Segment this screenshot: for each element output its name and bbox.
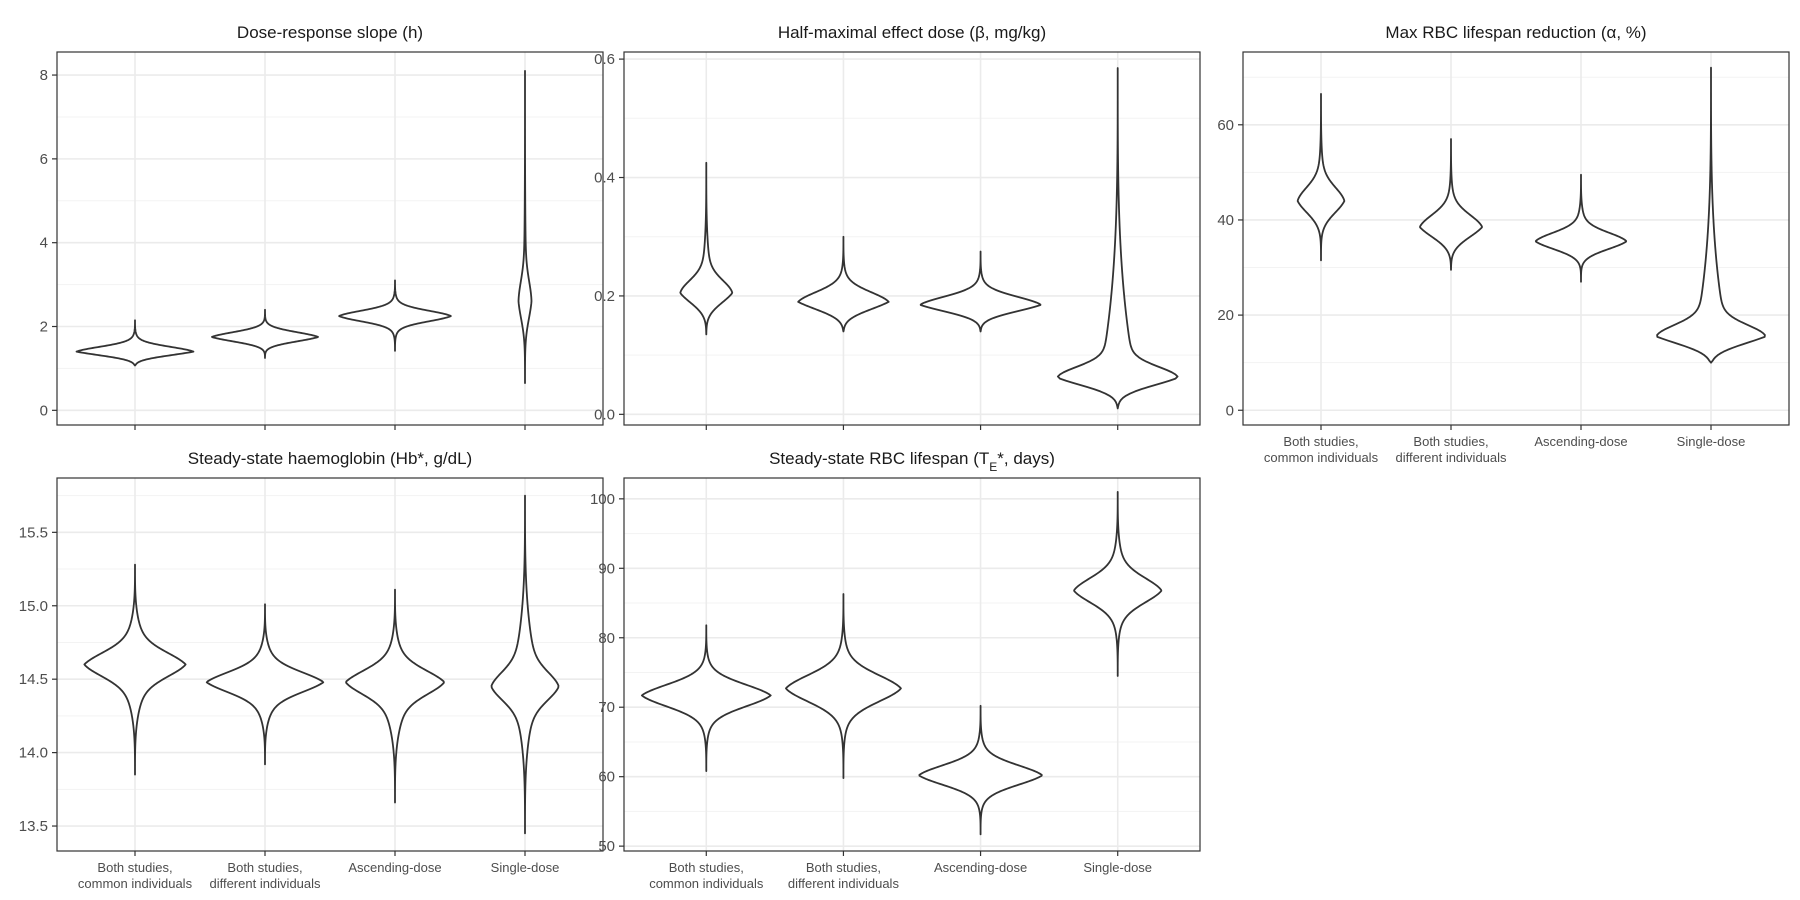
violin-2 xyxy=(797,235,890,333)
y-tick-label: 20 xyxy=(1217,307,1234,324)
violin-2 xyxy=(785,593,902,779)
panel-title: Max RBC lifespan reduction (α, %) xyxy=(1385,23,1646,42)
panel-4: 13.5 14.0 14.5 15.0 15.5 Both studies, common … xyxy=(19,449,604,891)
x-tick-label: Both studies, common individuals xyxy=(78,860,193,891)
y-tick-label: 14.5 xyxy=(19,671,48,688)
violin-1 xyxy=(75,319,195,367)
violin-3 xyxy=(1534,173,1628,283)
violin-2 xyxy=(205,603,325,766)
panel-background xyxy=(57,52,603,425)
panel-border xyxy=(623,51,1201,426)
x-tick-label: Single-dose xyxy=(1677,434,1746,449)
y-tick-label: 15.0 xyxy=(19,598,48,615)
y-tick-label: 70 xyxy=(598,699,615,716)
y-tick-label: 0.6 xyxy=(594,51,615,68)
y-tick-label: 2 xyxy=(40,319,48,336)
x-tick-label: Both studies, different individuals xyxy=(209,860,321,891)
panel-title: Half-maximal effect dose (β, mg/kg) xyxy=(778,23,1046,42)
x-tick-label: Single-dose xyxy=(491,860,560,875)
violin-4 xyxy=(1073,490,1163,677)
x-tick-label: Ascending-dose xyxy=(348,860,441,875)
x-tick-label: Both studies, common individuals xyxy=(649,860,764,891)
panel-2: 0.0 0.2 0.4 0.6 Half-maximal effect dose (β,… xyxy=(594,23,1201,430)
panel-border xyxy=(56,51,604,426)
y-tick-label: 4 xyxy=(40,235,48,252)
y-tick-label: 100 xyxy=(590,491,615,508)
y-tick-label: 0 xyxy=(40,402,48,419)
y-tick-label: 80 xyxy=(598,630,615,647)
y-tick-label: 60 xyxy=(1217,117,1234,134)
panel-title: Steady-state haemoglobin (Hb*, g/dL) xyxy=(188,449,472,468)
x-tick-label: Both studies, different individuals xyxy=(1395,434,1507,465)
y-tick-label: 0.2 xyxy=(594,288,615,305)
y-tick-label: 50 xyxy=(598,838,615,855)
violin-1 xyxy=(83,563,187,776)
y-tick-label: 0.4 xyxy=(594,170,615,187)
violin-3 xyxy=(338,279,452,352)
violin-4 xyxy=(490,494,560,835)
panel-1: 0 2 4 6 8 Dose-response slope (h) xyxy=(40,23,604,430)
panel-border xyxy=(623,477,1201,852)
panel-5: 50 60 70 80 90 100 Both studies, common individ… xyxy=(590,449,1201,891)
panel-title: Dose-response slope (h) xyxy=(237,23,423,42)
panel-background xyxy=(624,478,1200,851)
violin-4 xyxy=(1056,67,1179,410)
violin-1 xyxy=(1296,92,1346,262)
x-tick-label: Ascending-dose xyxy=(1534,434,1627,449)
violin-1 xyxy=(679,161,734,336)
x-tick-label: Ascending-dose xyxy=(934,860,1027,875)
violin-2 xyxy=(211,308,319,359)
panel-border xyxy=(1242,51,1790,426)
violin-3 xyxy=(345,588,445,804)
panel-title: Steady-state RBC lifespan (TE*, days) xyxy=(769,449,1055,474)
panel-border xyxy=(56,477,604,852)
y-tick-label: 40 xyxy=(1217,212,1234,229)
x-tick-label: Single-dose xyxy=(1083,860,1152,875)
violin-4 xyxy=(517,69,533,384)
y-tick-label: 6 xyxy=(40,151,48,168)
y-tick-label: 13.5 xyxy=(19,818,48,835)
violin-3 xyxy=(919,250,1042,333)
panel-3: 0 20 40 60 Both studies, common individuals Bo… xyxy=(1217,23,1790,465)
violin-3 xyxy=(918,704,1043,836)
x-tick-label: Both studies, different individuals xyxy=(788,860,900,891)
y-tick-label: 60 xyxy=(598,769,615,786)
violin-4 xyxy=(1656,66,1766,364)
x-tick-label: Both studies, common individuals xyxy=(1264,434,1379,465)
y-tick-label: 0.0 xyxy=(594,406,615,423)
violin-2 xyxy=(1419,138,1483,271)
y-tick-label: 90 xyxy=(598,560,615,577)
violin-1 xyxy=(640,624,772,773)
y-tick-label: 14.0 xyxy=(19,745,48,762)
y-tick-label: 8 xyxy=(40,67,48,84)
y-tick-label: 15.5 xyxy=(19,524,48,541)
y-tick-label: 0 xyxy=(1226,402,1234,419)
